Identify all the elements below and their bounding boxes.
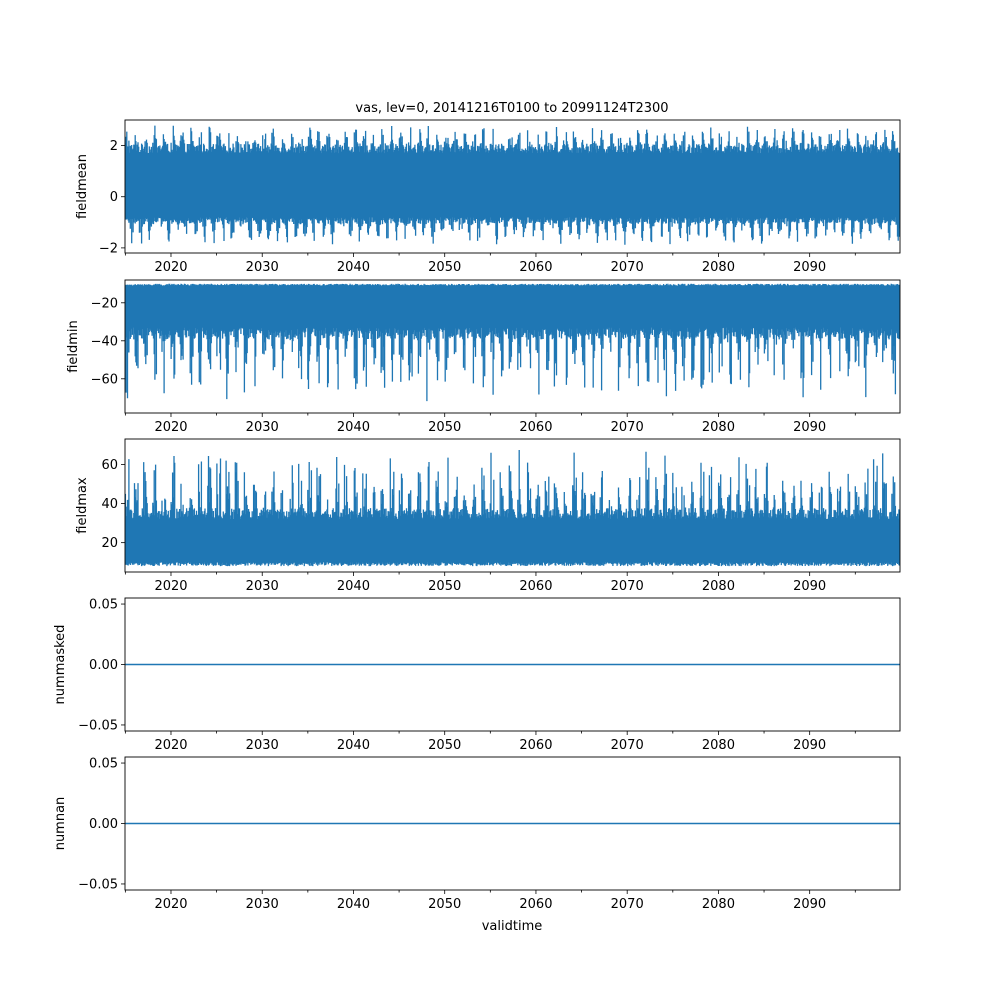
- subplot-panels: 2020 2030 2040 2050 2060 2070 2080 2090−202fiel…: [53, 119, 901, 912]
- y-tick-label: 2: [110, 139, 118, 154]
- y-tick-label: −0.05: [78, 877, 118, 892]
- x-tick-label: 2060: [519, 897, 552, 912]
- x-tick-label: 2090: [793, 738, 826, 753]
- series-fieldmin: [125, 283, 900, 402]
- x-tick-label: 2090: [793, 260, 826, 275]
- x-tick-label: 2060: [519, 579, 552, 594]
- x-tick-label: 2060: [519, 738, 552, 753]
- series-fieldmax: [125, 450, 900, 567]
- y-tick-label: 20: [101, 536, 118, 551]
- y-tick-label: 0.00: [89, 658, 118, 673]
- y-tick-label: 0.00: [89, 817, 118, 832]
- axes-frame: [124, 119, 901, 254]
- x-tick-label: 2080: [702, 738, 735, 753]
- y-axis-label: nummasked: [53, 625, 68, 705]
- x-tick-label: 2020: [154, 260, 187, 275]
- y-axis-label: numnan: [53, 797, 68, 851]
- x-tick-label: 2070: [611, 897, 644, 912]
- x-tick-label: 2070: [611, 420, 644, 435]
- x-tick-label: 2050: [428, 738, 461, 753]
- x-tick-label: 2080: [702, 579, 735, 594]
- x-tick-label: 2050: [428, 897, 461, 912]
- y-axis-label: fieldmin: [66, 320, 81, 373]
- y-tick-label: −40: [91, 334, 118, 349]
- x-tick-label: 2040: [337, 897, 370, 912]
- y-tick-label: 0: [110, 190, 118, 205]
- y-tick-label: −2: [99, 241, 118, 256]
- x-tick-label: 2090: [793, 579, 826, 594]
- x-tick-label: 2080: [702, 897, 735, 912]
- y-axis-label: fieldmax: [75, 477, 90, 534]
- x-tick-label: 2020: [154, 579, 187, 594]
- y-tick-label: −20: [91, 296, 118, 311]
- subplot-nummasked: 2020 2030 2040 2050 2060 2070 2080 2090 −0.05 0.0…: [53, 598, 901, 753]
- y-tick-label: −60: [91, 372, 118, 387]
- y-tick-label: −0.05: [78, 718, 118, 733]
- x-tick-label: 2030: [246, 738, 279, 753]
- x-axis-label: validtime: [482, 919, 543, 934]
- x-tick-label: 2020: [154, 897, 187, 912]
- x-tick-label: 2040: [337, 579, 370, 594]
- y-tick-label: 40: [101, 497, 118, 512]
- subplot-fieldmax: 2020 2030 2040 2050 2060 2070 2080 2090204060fi…: [75, 438, 901, 594]
- y-axis-label: fieldmean: [75, 154, 90, 219]
- x-tick-label: 2040: [337, 738, 370, 753]
- x-tick-label: 2070: [611, 260, 644, 275]
- x-tick-label: 2020: [154, 738, 187, 753]
- x-tick-label: 2030: [246, 260, 279, 275]
- x-tick-label: 2050: [428, 260, 461, 275]
- x-tick-label: 2070: [611, 738, 644, 753]
- x-tick-label: 2080: [702, 260, 735, 275]
- x-tick-label: 2080: [702, 420, 735, 435]
- y-tick-label: 0.05: [89, 598, 118, 613]
- axes-frame: [124, 438, 901, 573]
- subplot-fieldmean: 2020 2030 2040 2050 2060 2070 2080 2090 −2 0 2 fiel…: [75, 119, 901, 275]
- x-tick-label: 2050: [428, 420, 461, 435]
- x-tick-label: 2030: [246, 579, 279, 594]
- x-tick-label: 2060: [519, 420, 552, 435]
- x-tick-label: 2030: [246, 897, 279, 912]
- axes-frame: [124, 279, 901, 414]
- x-tick-label: 2070: [611, 579, 644, 594]
- x-tick-label: 2040: [337, 260, 370, 275]
- x-tick-label: 2090: [793, 897, 826, 912]
- y-tick-label: 0.05: [89, 757, 118, 772]
- series-fieldmean: [125, 125, 900, 245]
- x-tick-label: 2040: [337, 420, 370, 435]
- subplot-numnan: 2020 2030 2040 2050 2060 2070 2080 2090 −0.05 0.0…: [53, 757, 901, 912]
- y-tick-label: 60: [101, 458, 118, 473]
- subplot-fieldmin: 2020 2030 2040 2050 2060 2070 2080 2090 −60 −40 −2…: [66, 279, 901, 435]
- x-tick-label: 2090: [793, 420, 826, 435]
- x-tick-label: 2060: [519, 260, 552, 275]
- figure-title: vas, lev=0, 20141216T0100 to 20991124T23…: [355, 101, 668, 116]
- x-tick-label: 2050: [428, 579, 461, 594]
- x-tick-label: 2020: [154, 420, 187, 435]
- x-tick-label: 2030: [246, 420, 279, 435]
